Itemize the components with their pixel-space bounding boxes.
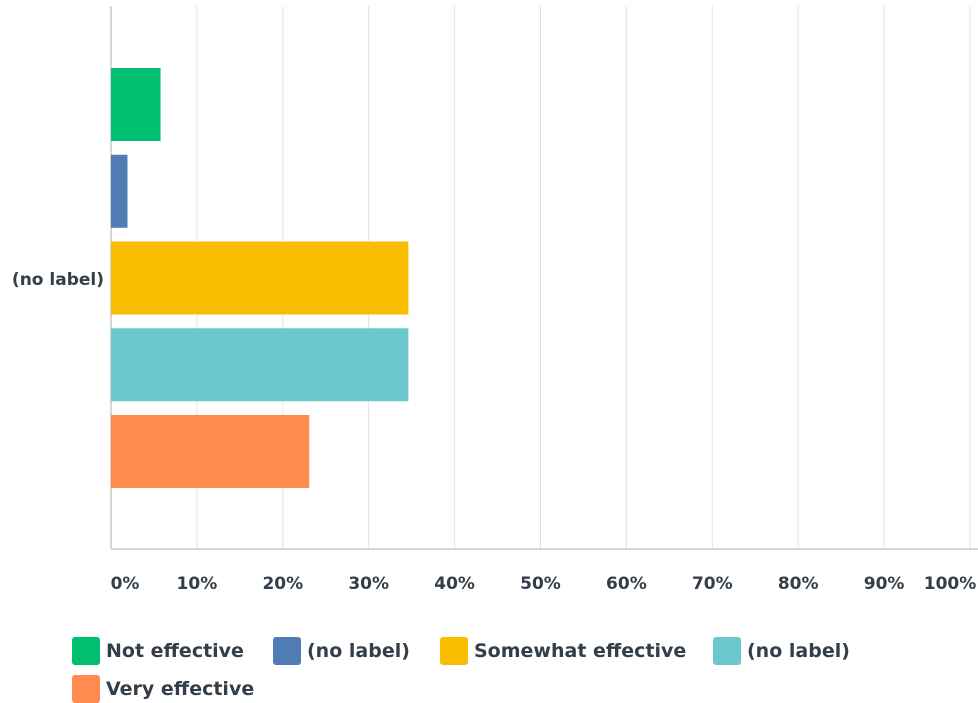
x-tick-label: 100% (924, 574, 977, 594)
legend-label: (no label) (307, 640, 410, 662)
bar (111, 415, 310, 488)
bar (111, 154, 128, 228)
bar (111, 68, 161, 141)
category-label: (no label) (12, 270, 104, 290)
legend-item: Somewhat effective (440, 637, 686, 665)
x-tick-label: 20% (262, 574, 303, 594)
legend-label: Not effective (106, 640, 244, 662)
x-tick-label: 80% (778, 574, 819, 594)
bar-chart-svg: 0% 10% 20% 30% 40% 50% 60% 70% 80% 90% 100% (no lab… (12, 6, 978, 594)
x-tick-label: 10% (177, 574, 218, 594)
x-tick-label: 40% (434, 574, 475, 594)
legend-label: (no label) (747, 640, 850, 662)
legend-swatch (273, 637, 301, 665)
legend-item: (no label) (713, 637, 850, 665)
legend-swatch (72, 637, 100, 665)
legend-item: Very effective (72, 675, 254, 703)
legend-label: Somewhat effective (474, 640, 687, 662)
x-tick-label: 90% (864, 574, 905, 594)
legend-label: Very effective (106, 678, 255, 700)
legend-item: Not effective (72, 637, 244, 665)
bar (111, 241, 409, 315)
x-tick-label: 70% (692, 574, 733, 594)
x-tick-label: 60% (606, 574, 647, 594)
x-tick-label: 50% (520, 574, 561, 594)
x-tick-label: 0% (111, 574, 140, 594)
bar (111, 328, 409, 402)
legend-swatch (440, 637, 468, 665)
legend-swatch (713, 637, 741, 665)
legend-swatch (72, 675, 100, 703)
x-tick-label: 30% (348, 574, 389, 594)
legend-item: (no label) (273, 637, 410, 665)
